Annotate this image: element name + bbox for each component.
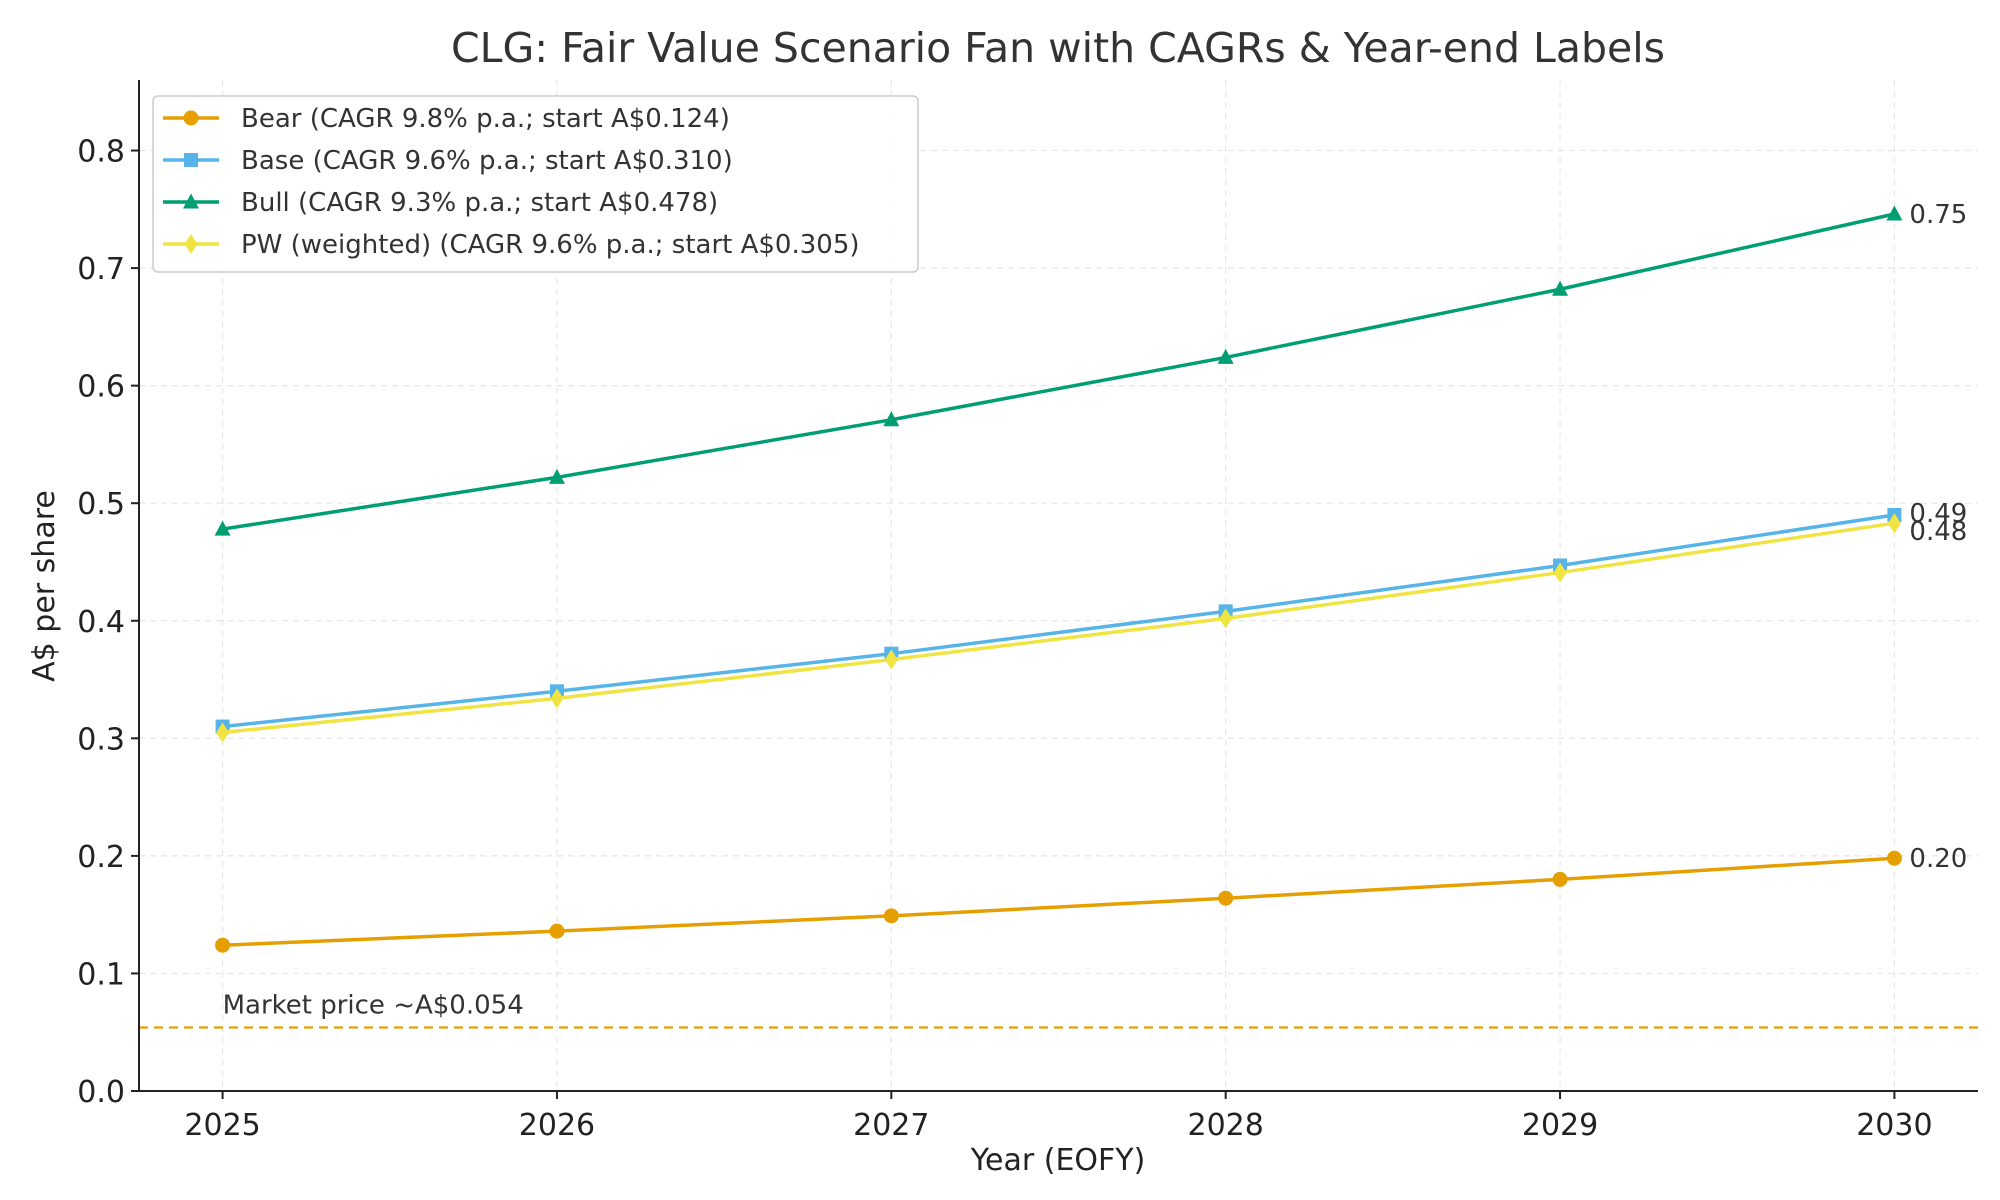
data-point-bull xyxy=(1886,205,1903,221)
y-tick-label: 0.2 xyxy=(77,840,125,875)
end-label-bull: 0.75 xyxy=(1909,200,1967,230)
y-axis-label: A$ per share xyxy=(27,490,62,682)
data-point-bull xyxy=(548,468,565,484)
legend-label-bull: Bull (CAGR 9.3% p.a.; start A$0.478) xyxy=(241,188,718,218)
data-point-bear xyxy=(549,923,565,939)
legend-marker-pw xyxy=(184,234,198,254)
data-point-bull xyxy=(883,411,900,427)
end-label-pw: 0.48 xyxy=(1909,517,1967,547)
data-point-bear xyxy=(1218,890,1234,906)
y-tick-label: 0.7 xyxy=(77,252,125,287)
x-tick-label: 2027 xyxy=(853,1108,929,1143)
x-tick-label: 2025 xyxy=(184,1108,260,1143)
data-point-bear xyxy=(883,908,899,924)
series-line-base xyxy=(222,513,1895,729)
series-line-bear xyxy=(222,856,1895,947)
x-axis-label: Year (EOFY) xyxy=(970,1143,1146,1178)
data-point-pw xyxy=(1887,513,1901,534)
legend: Bear (CAGR 9.8% p.a.; start A$0.124) Base… xyxy=(152,95,919,273)
data-point-pw xyxy=(884,649,898,670)
data-point-pw xyxy=(550,688,564,709)
legend-label-base: Base (CAGR 9.6% p.a.; start A$0.310) xyxy=(241,146,733,176)
legend-label-pw: PW (weighted) (CAGR 9.6% p.a.; start A$0… xyxy=(241,230,860,260)
end-label-base: 0.49 xyxy=(1909,499,1967,529)
y-tick-label: 0.0 xyxy=(77,1075,125,1110)
legend-label-bear: Bear (CAGR 9.8% p.a.; start A$0.124) xyxy=(241,104,730,134)
x-tick-label: 2030 xyxy=(1856,1108,1932,1143)
x-tick-label: 2026 xyxy=(519,1108,595,1143)
y-tick-label: 0.8 xyxy=(77,135,125,170)
x-tick-label: 2029 xyxy=(1522,1108,1598,1143)
data-point-pw xyxy=(1219,608,1233,629)
legend-marker-base xyxy=(184,153,198,167)
series-line-bull xyxy=(222,212,1895,531)
y-tick-label: 0.5 xyxy=(77,487,125,522)
data-point-bull xyxy=(1552,280,1569,296)
y-tick-label: 0.4 xyxy=(77,605,125,640)
end-label-bear: 0.20 xyxy=(1909,844,1967,874)
legend-box xyxy=(152,95,919,273)
data-point-pw xyxy=(216,722,230,743)
data-point-bull xyxy=(214,520,231,536)
series-line-pw xyxy=(222,521,1895,735)
data-point-bear xyxy=(215,937,231,953)
reference-layer: Market price ~A$0.054 xyxy=(139,991,1978,1029)
axes-layer: 0.0 0.1 0.2 0.3 0.4 0.5 0.6 0.7 0.8 2025 2026 2027 2… xyxy=(77,80,1978,1143)
legend-marker-bear xyxy=(183,110,199,126)
legend-marker-bull xyxy=(183,193,199,209)
x-tick-label: 2028 xyxy=(1188,1108,1264,1143)
market-price-annotation: Market price ~A$0.054 xyxy=(223,991,524,1021)
series-layer: 0.20 0.49 0.75 0.48 xyxy=(214,200,1967,953)
y-tick-label: 0.1 xyxy=(77,957,125,992)
chart-title: CLG: Fair Value Scenario Fan with CAGRs … xyxy=(451,24,1665,72)
data-point-bear xyxy=(1886,850,1902,866)
data-point-bull xyxy=(1217,348,1234,364)
y-tick-label: 0.3 xyxy=(77,722,125,757)
data-point-pw xyxy=(1553,562,1567,583)
data-point-bear xyxy=(1552,871,1568,887)
y-tick-label: 0.6 xyxy=(77,370,125,405)
